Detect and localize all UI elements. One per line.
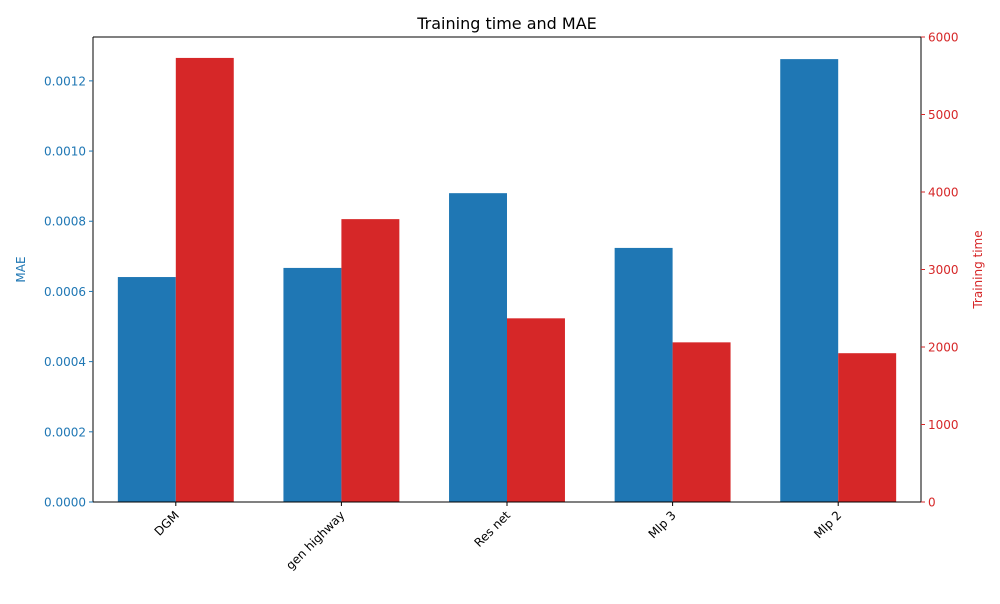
y-right-tick-label-5: 5000 [928,108,959,122]
x-tick-label-0: DGM [152,508,182,538]
bar-mae-1 [283,267,342,502]
y-right-tick-label-1: 1000 [928,418,959,432]
bar-mae-2 [449,193,507,503]
bar-mae-3 [614,247,673,502]
y-right-tick-label-4: 4000 [928,186,959,200]
bar-training-time-0 [175,57,234,503]
x-tick-label-3: Mlp 3 [646,508,679,541]
bar-training-time-1 [341,219,400,502]
chart-title: Training time and MAE [416,14,597,33]
y-left-tick-label-1: 0.0002 [44,425,86,439]
bars-layer [117,57,897,503]
y-axis-right-label: Training time [971,230,985,309]
bar-mae-4 [780,59,839,502]
y-left-tick-label-2: 0.0004 [44,355,86,369]
bar-training-time-2 [507,318,565,502]
y-left-tick-label-5: 0.0010 [44,145,86,159]
y-left-tick-label-4: 0.0008 [44,215,86,229]
y-axis-left-label: MAE [14,256,28,282]
y-right-tick-label-3: 3000 [928,263,959,277]
y-right-tick-label-0: 0 [928,496,936,510]
y-left-tick-label-3: 0.0006 [44,285,86,299]
y-left-tick-label-6: 0.0012 [44,74,86,88]
bar-mae-0 [117,277,176,502]
y-right-tick-label-2: 2000 [928,341,959,355]
bar-training-time-4 [838,353,897,502]
y-right-tick-label-6: 6000 [928,31,959,45]
y-left-tick-label-0: 0.0000 [44,496,86,510]
x-tick-label-1: gen highway [283,508,347,572]
bar-training-time-3 [672,342,731,502]
x-tick-label-2: Res net [471,508,513,550]
x-tick-label-4: Mlp 2 [811,508,844,541]
